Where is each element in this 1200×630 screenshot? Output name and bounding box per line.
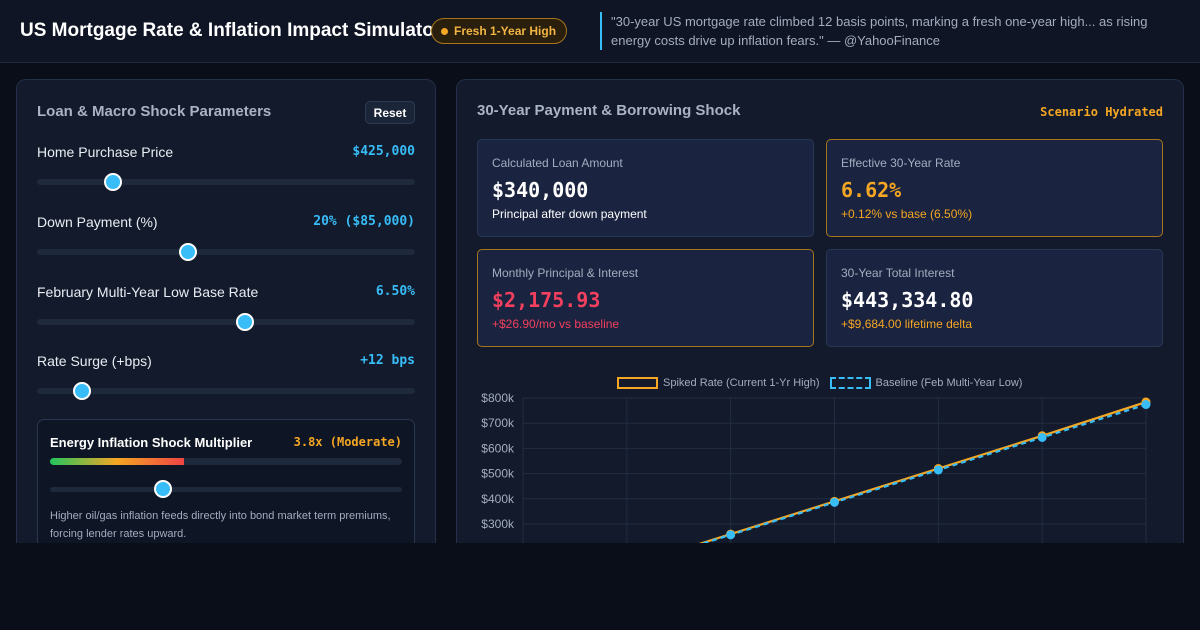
base-rate-slider-thumb[interactable] bbox=[235, 313, 254, 331]
energy-shock-level-bar bbox=[50, 458, 402, 465]
chart-legend: Spiked Rate (Current 1-Yr High) Baseline… bbox=[617, 377, 1022, 389]
loan-amount-card: Calculated Loan Amount $340,000 Principa… bbox=[477, 139, 814, 237]
y-tick-label: $400k bbox=[481, 492, 515, 506]
y-tick-label: $300k bbox=[481, 517, 515, 531]
loan-amount-value: $340,000 bbox=[492, 178, 589, 202]
home-price-slider[interactable] bbox=[37, 173, 415, 191]
effective-rate-card: Effective 30-Year Rate 6.62% +0.12% vs b… bbox=[826, 139, 1163, 237]
baseline-point bbox=[830, 497, 839, 507]
loan-amount-note: Principal after down payment bbox=[492, 207, 647, 221]
home-price-value: $425,000 bbox=[352, 144, 415, 159]
energy-shock-title: Energy Inflation Shock Multiplier bbox=[50, 435, 253, 450]
down-payment-label: Down Payment (%) bbox=[37, 214, 158, 230]
rate-surge-slider[interactable] bbox=[37, 382, 415, 400]
effective-rate-value: 6.62% bbox=[841, 178, 902, 202]
page-bottom bbox=[0, 543, 1200, 630]
spiked-rate-swatch bbox=[617, 377, 658, 389]
y-tick-label: $800k bbox=[481, 391, 515, 405]
energy-shock-level-fill bbox=[50, 458, 184, 465]
total-interest-card: 30-Year Total Interest $443,334.80 +$9,6… bbox=[826, 249, 1163, 347]
reset-button[interactable]: Reset bbox=[365, 101, 415, 124]
status-badge: Fresh 1-Year High bbox=[431, 18, 568, 44]
loan-amount-label: Calculated Loan Amount bbox=[492, 156, 623, 170]
energy-shock-slider-thumb[interactable] bbox=[153, 480, 172, 498]
news-quote: "30-year US mortgage rate climbed 12 bas… bbox=[600, 12, 1160, 50]
monthly-payment-note: +$26.90/mo vs baseline bbox=[492, 317, 620, 331]
baseline-point bbox=[1141, 400, 1151, 410]
total-interest-label: 30-Year Total Interest bbox=[841, 266, 955, 280]
rate-surge-label: Rate Surge (+bps) bbox=[37, 353, 152, 369]
baseline-swatch bbox=[829, 377, 871, 389]
effective-rate-label: Effective 30-Year Rate bbox=[841, 156, 961, 170]
total-interest-value: $443,334.80 bbox=[841, 288, 974, 312]
app-header: US Mortgage Rate & Inflation Impact Simu… bbox=[0, 0, 1200, 63]
home-price-slider-thumb[interactable] bbox=[103, 173, 122, 191]
home-price-label: Home Purchase Price bbox=[37, 144, 174, 160]
rate-surge-slider-thumb[interactable] bbox=[73, 382, 92, 400]
down-payment-value: 20% ($85,000) bbox=[313, 214, 415, 229]
base-rate-slider[interactable] bbox=[37, 313, 415, 331]
baseline-point bbox=[1037, 432, 1047, 442]
app-title: US Mortgage Rate & Inflation Impact Simu… bbox=[20, 20, 442, 41]
baseline-point bbox=[933, 465, 943, 475]
energy-shock-card: Energy Inflation Shock Multiplier 3.8x (… bbox=[37, 419, 415, 559]
scenario-status: Scenario Hydrated bbox=[1040, 105, 1163, 119]
results-panel: 30-Year Payment & Borrowing Shock Scenar… bbox=[456, 79, 1184, 585]
total-interest-note: +$9,684.00 lifetime delta bbox=[841, 317, 973, 331]
parameters-title: Loan & Macro Shock Parameters bbox=[37, 103, 272, 120]
y-tick-label: $700k bbox=[481, 416, 515, 430]
energy-shock-value: 3.8x (Moderate) bbox=[293, 435, 402, 449]
down-payment-slider[interactable] bbox=[37, 243, 415, 261]
base-rate-label: February Multi-Year Low Base Rate bbox=[37, 284, 259, 300]
base-rate-value: 6.50% bbox=[375, 284, 415, 299]
results-title: 30-Year Payment & Borrowing Shock bbox=[477, 102, 741, 119]
effective-rate-note: +0.12% vs base (6.50%) bbox=[841, 207, 973, 221]
y-tick-label: $500k bbox=[481, 467, 515, 481]
down-payment-slider-thumb[interactable] bbox=[179, 243, 198, 261]
legend-baseline-label: Baseline (Feb Multi-Year Low) bbox=[875, 377, 1023, 389]
dot-icon bbox=[441, 27, 448, 35]
status-badge-label: Fresh 1-Year High bbox=[454, 24, 557, 38]
monthly-payment-value: $2,175.93 bbox=[492, 288, 601, 312]
parameters-panel: Loan & Macro Shock Parameters Reset Home… bbox=[16, 79, 436, 559]
energy-shock-slider[interactable] bbox=[50, 480, 402, 498]
monthly-payment-label: Monthly Principal & Interest bbox=[492, 266, 639, 280]
legend-spiked-label: Spiked Rate (Current 1-Yr High) bbox=[663, 377, 820, 389]
y-tick-label: $600k bbox=[481, 441, 515, 455]
baseline-point bbox=[726, 530, 736, 540]
monthly-payment-card: Monthly Principal & Interest $2,175.93 +… bbox=[477, 249, 814, 347]
energy-shock-description: Higher oil/gas inflation feeds directly … bbox=[50, 510, 391, 540]
rate-surge-value: +12 bps bbox=[360, 353, 415, 368]
